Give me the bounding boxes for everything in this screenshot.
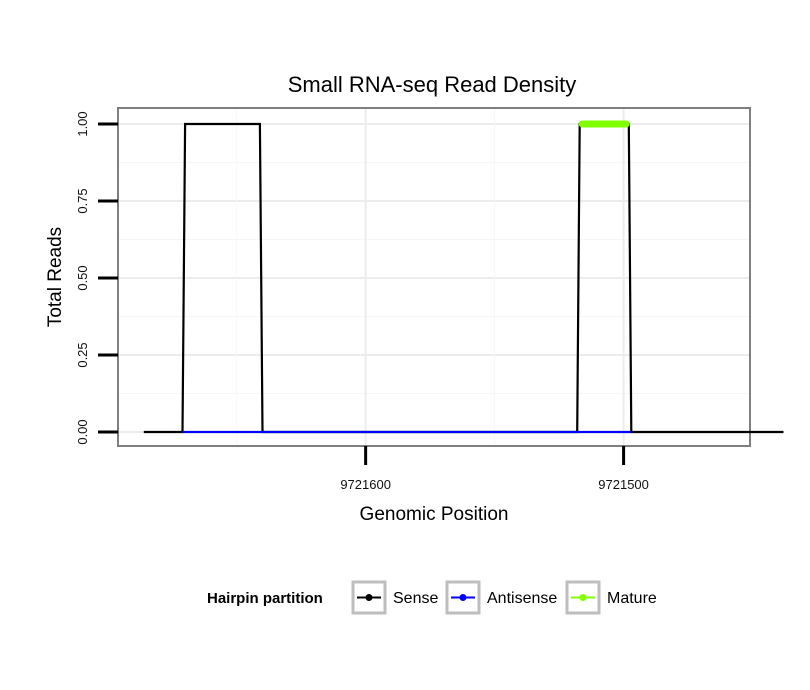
y-tick-label: 0.75 [75,188,90,213]
legend-key-point [459,594,467,601]
legend-item-sense: Sense [351,580,438,615]
legend-key-point [579,594,587,601]
legend-key-point [365,594,373,601]
legend-label: Mature [607,590,657,607]
legend-item-antisense: Antisense [445,580,557,615]
x-tick-label: 9721600 [340,477,391,492]
legend-label: Sense [393,590,438,607]
series-layer [143,120,784,434]
legend-title: Hairpin partition [207,590,323,607]
grid-lines [118,108,750,446]
y-tick-label: 0.50 [75,265,90,290]
y-tick-label: 0.00 [75,419,90,444]
y-tick-label: 0.25 [75,342,90,367]
legend-items: Sense Antisense Mature [351,580,657,615]
x-axis: 9721600 9721500 [340,446,649,492]
y-tick-label: 1.00 [75,111,90,136]
y-axis-title: Total Reads [45,227,66,327]
chart-title: Small RNA-seq Read Density [288,72,577,97]
legend-item-mature: Mature [565,580,657,615]
x-axis-title: Genomic Position [360,504,509,525]
legend: Hairpin partition Sense Antisense Mature [207,580,657,615]
x-tick-label: 9721500 [598,477,649,492]
y-axis: 0.00 0.25 0.50 0.75 1.00 [75,111,118,445]
legend-label: Antisense [487,590,557,607]
